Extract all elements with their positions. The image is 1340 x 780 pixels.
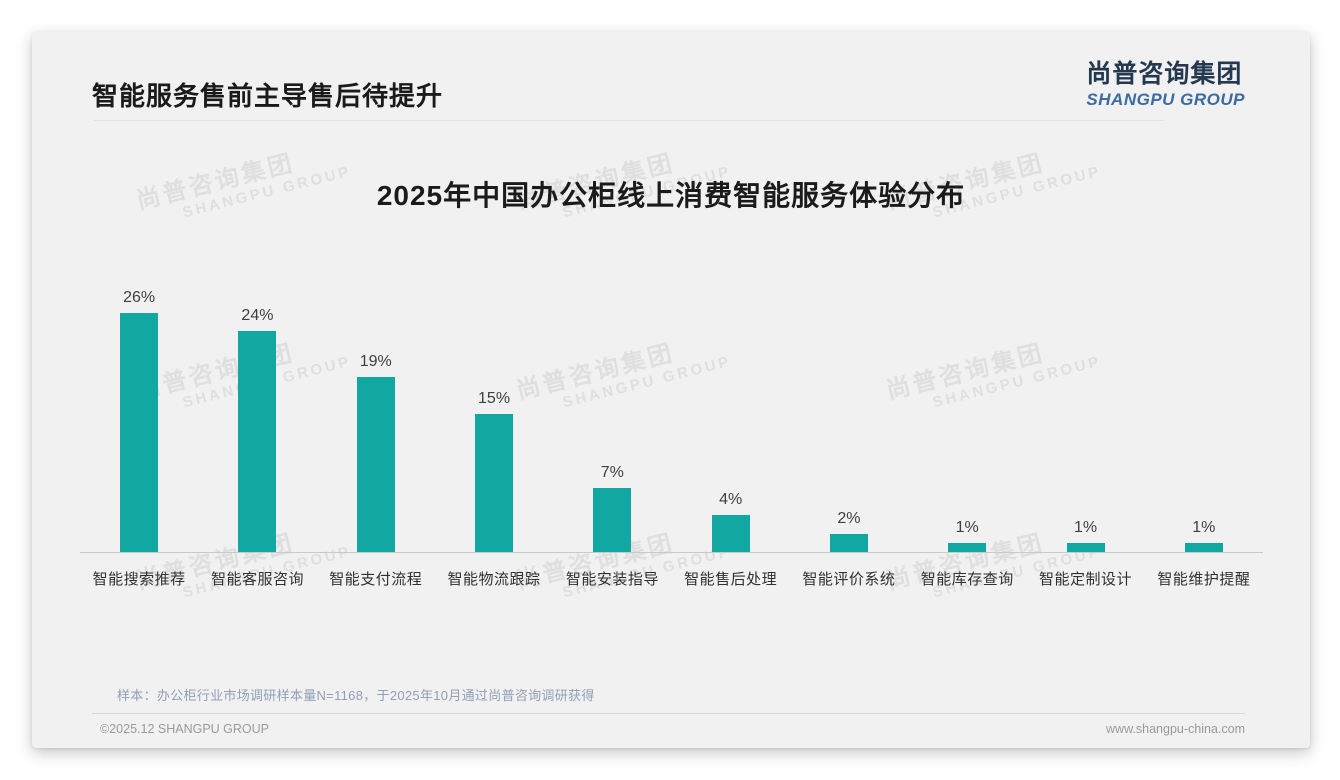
bar-column: 26% — [80, 286, 198, 552]
bar — [475, 414, 514, 552]
bar-value-label: 26% — [123, 289, 156, 306]
x-axis-label: 智能评价系统 — [802, 571, 896, 588]
chart-title: 2025年中国办公柜线上消费智能服务体验分布 — [376, 180, 966, 211]
bar-column: 1% — [1145, 286, 1263, 552]
bar-value-label: 24% — [241, 307, 274, 324]
bar-column: 19% — [317, 286, 435, 552]
x-axis-line — [80, 552, 1263, 553]
bar-chart-plot-area: 26% 24% 19% 15% 7% 4% 2% 1% 1% 1% — [80, 286, 1263, 552]
bar-value-label: 15% — [478, 390, 511, 407]
bar-value-label: 2% — [837, 510, 861, 527]
bar-column: 15% — [435, 286, 553, 552]
bar — [711, 515, 750, 552]
bar-value-label: 7% — [600, 464, 624, 481]
bar-value-label: 19% — [359, 353, 392, 370]
page-title: 智能服务售前主导售后待提升 — [92, 81, 444, 111]
copyright-text: ©2025.12 SHANGPU GROUP — [100, 722, 269, 736]
footer-divider — [92, 713, 1245, 714]
bar-value-label: 1% — [955, 519, 979, 536]
bar — [593, 488, 632, 552]
bar — [829, 534, 868, 552]
bar-column: 24% — [198, 286, 316, 552]
bar-column: 2% — [790, 286, 908, 552]
bar — [948, 543, 987, 552]
bar-value-label: 1% — [1192, 519, 1216, 536]
x-axis-label: 智能售后处理 — [684, 571, 778, 588]
bar — [120, 313, 159, 552]
bar-column: 7% — [553, 286, 671, 552]
bar — [356, 377, 395, 552]
x-axis-label: 智能维护提醒 — [1157, 571, 1251, 588]
x-axis-label: 智能定制设计 — [1039, 571, 1133, 588]
sample-note: 样本：办公柜行业市场调研样本量N=1168，于2025年10月通过尚普咨询调研获… — [117, 688, 595, 703]
header-divider — [94, 120, 1164, 121]
logo-english-text: SHANGPU GROUP — [1086, 90, 1245, 109]
x-axis-label: 智能搜索推荐 — [92, 571, 186, 588]
bar — [1184, 543, 1223, 552]
bar-column: 1% — [1026, 286, 1144, 552]
x-axis-label: 智能库存查询 — [920, 571, 1014, 588]
x-axis-label: 智能安装指导 — [565, 571, 659, 588]
bar — [238, 331, 277, 552]
company-logo: 尚普咨询集团 SHANGPU GROUP — [1086, 54, 1245, 110]
website-url: www.shangpu-china.com — [1106, 722, 1245, 736]
x-axis-label: 智能支付流程 — [329, 571, 423, 588]
x-axis-label: 智能客服咨询 — [210, 571, 304, 588]
x-axis-category-labels: 智能搜索推荐 智能客服咨询 智能支付流程 智能物流跟踪 智能安装指导 智能售后处理 智能评价… — [80, 568, 1263, 589]
bar-value-label: 1% — [1073, 519, 1098, 536]
x-axis-label: 智能物流跟踪 — [447, 571, 541, 588]
slide-card: 尚普咨询集团 SHANGPU GROUP 尚普咨询集团 SHANGPU GROUP 尚普… — [32, 32, 1310, 748]
bar-value-label: 4% — [719, 491, 743, 508]
footer: ©2025.12 SHANGPU GROUP www.shangpu-china… — [100, 722, 1245, 736]
bar-column: 1% — [908, 286, 1026, 552]
bar-column: 4% — [671, 286, 789, 552]
logo-chinese-text: 尚普咨询集团 — [1086, 60, 1243, 88]
bar — [1066, 543, 1105, 552]
